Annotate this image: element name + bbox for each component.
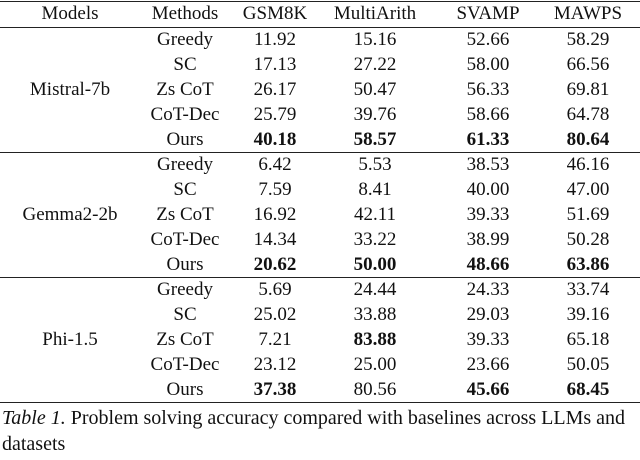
value-cell: 48.66 (466, 254, 510, 275)
column-header: MAWPS (553, 3, 623, 24)
method-cell: Ours (166, 254, 204, 275)
value-cell: 39.76 (353, 104, 397, 125)
value-cell: 40.00 (466, 179, 510, 200)
column-header: GSM8K (242, 3, 308, 24)
value-cell: 39.33 (466, 329, 510, 350)
method-cell: SC (173, 179, 197, 200)
value-cell: 37.38 (253, 379, 297, 400)
caption-label: Table 1. (2, 407, 66, 429)
value-cell: 52.66 (466, 29, 510, 50)
value-cell: 16.92 (253, 204, 297, 225)
rule (0, 277, 640, 278)
value-cell: 64.78 (566, 104, 610, 125)
value-cell: 14.34 (253, 229, 297, 250)
method-cell: CoT-Dec (150, 354, 220, 375)
caption: Table 1. Problem solving accuracy compar… (2, 405, 638, 457)
value-cell: 39.16 (566, 304, 610, 325)
value-cell: 29.03 (466, 304, 510, 325)
rule (0, 1, 640, 2)
value-cell: 23.66 (466, 354, 510, 375)
value-cell: 50.28 (566, 229, 610, 250)
value-cell: 33.74 (566, 279, 610, 300)
method-cell: CoT-Dec (150, 104, 220, 125)
value-cell: 58.00 (466, 54, 510, 75)
column-header: SVAMP (456, 3, 520, 24)
value-cell: 27.22 (353, 54, 397, 75)
method-cell: Zs CoT (156, 204, 214, 225)
value-cell: 50.05 (566, 354, 610, 375)
value-cell: 20.62 (253, 254, 297, 275)
method-cell: CoT-Dec (150, 229, 220, 250)
caption-text: Problem solving accuracy compared with b… (2, 407, 626, 455)
model-cell: Phi-1.5 (42, 329, 98, 350)
value-cell: 46.16 (566, 154, 610, 175)
value-cell: 8.41 (358, 179, 392, 200)
value-cell: 39.33 (466, 204, 510, 225)
method-cell: Greedy (157, 29, 213, 50)
value-cell: 50.00 (353, 254, 397, 275)
method-cell: Ours (166, 379, 204, 400)
method-cell: Ours (166, 129, 204, 150)
value-cell: 5.53 (358, 154, 392, 175)
value-cell: 80.64 (566, 129, 610, 150)
value-cell: 24.33 (466, 279, 510, 300)
value-cell: 45.66 (466, 379, 510, 400)
method-cell: SC (173, 54, 197, 75)
value-cell: 11.92 (253, 29, 297, 50)
column-header: Methods (151, 3, 219, 24)
value-cell: 50.47 (353, 79, 397, 100)
value-cell: 23.12 (253, 354, 297, 375)
value-cell: 63.86 (566, 254, 610, 275)
method-cell: Greedy (157, 279, 213, 300)
method-cell: Zs CoT (156, 79, 214, 100)
value-cell: 7.59 (258, 179, 292, 200)
value-cell: 6.42 (258, 154, 292, 175)
column-header: MultiArith (333, 3, 417, 24)
value-cell: 17.13 (253, 54, 297, 75)
value-cell: 51.69 (566, 204, 610, 225)
value-cell: 47.00 (566, 179, 610, 200)
method-cell: SC (173, 304, 197, 325)
value-cell: 25.00 (353, 354, 397, 375)
value-cell: 33.88 (353, 304, 397, 325)
value-cell: 56.33 (466, 79, 510, 100)
value-cell: 25.02 (253, 304, 297, 325)
rule (0, 152, 640, 153)
rule (0, 402, 640, 403)
value-cell: 24.44 (353, 279, 397, 300)
value-cell: 58.57 (353, 129, 397, 150)
value-cell: 33.22 (353, 229, 397, 250)
method-cell: Zs CoT (156, 329, 214, 350)
value-cell: 80.56 (353, 379, 397, 400)
value-cell: 38.99 (466, 229, 510, 250)
value-cell: 15.16 (353, 29, 397, 50)
value-cell: 68.45 (566, 379, 610, 400)
value-cell: 69.81 (566, 79, 610, 100)
value-cell: 66.56 (566, 54, 610, 75)
value-cell: 58.66 (466, 104, 510, 125)
value-cell: 40.18 (253, 129, 297, 150)
model-cell: Gemma2-2b (22, 204, 118, 225)
value-cell: 26.17 (253, 79, 297, 100)
value-cell: 25.79 (253, 104, 297, 125)
value-cell: 61.33 (466, 129, 510, 150)
column-header: Models (41, 3, 99, 24)
model-cell: Mistral-7b (29, 79, 111, 100)
rule (0, 27, 640, 28)
value-cell: 42.11 (353, 204, 397, 225)
value-cell: 83.88 (353, 329, 397, 350)
value-cell: 5.69 (258, 279, 292, 300)
value-cell: 7.21 (258, 329, 292, 350)
value-cell: 65.18 (566, 329, 610, 350)
method-cell: Greedy (157, 154, 213, 175)
value-cell: 38.53 (466, 154, 510, 175)
value-cell: 58.29 (566, 29, 610, 50)
